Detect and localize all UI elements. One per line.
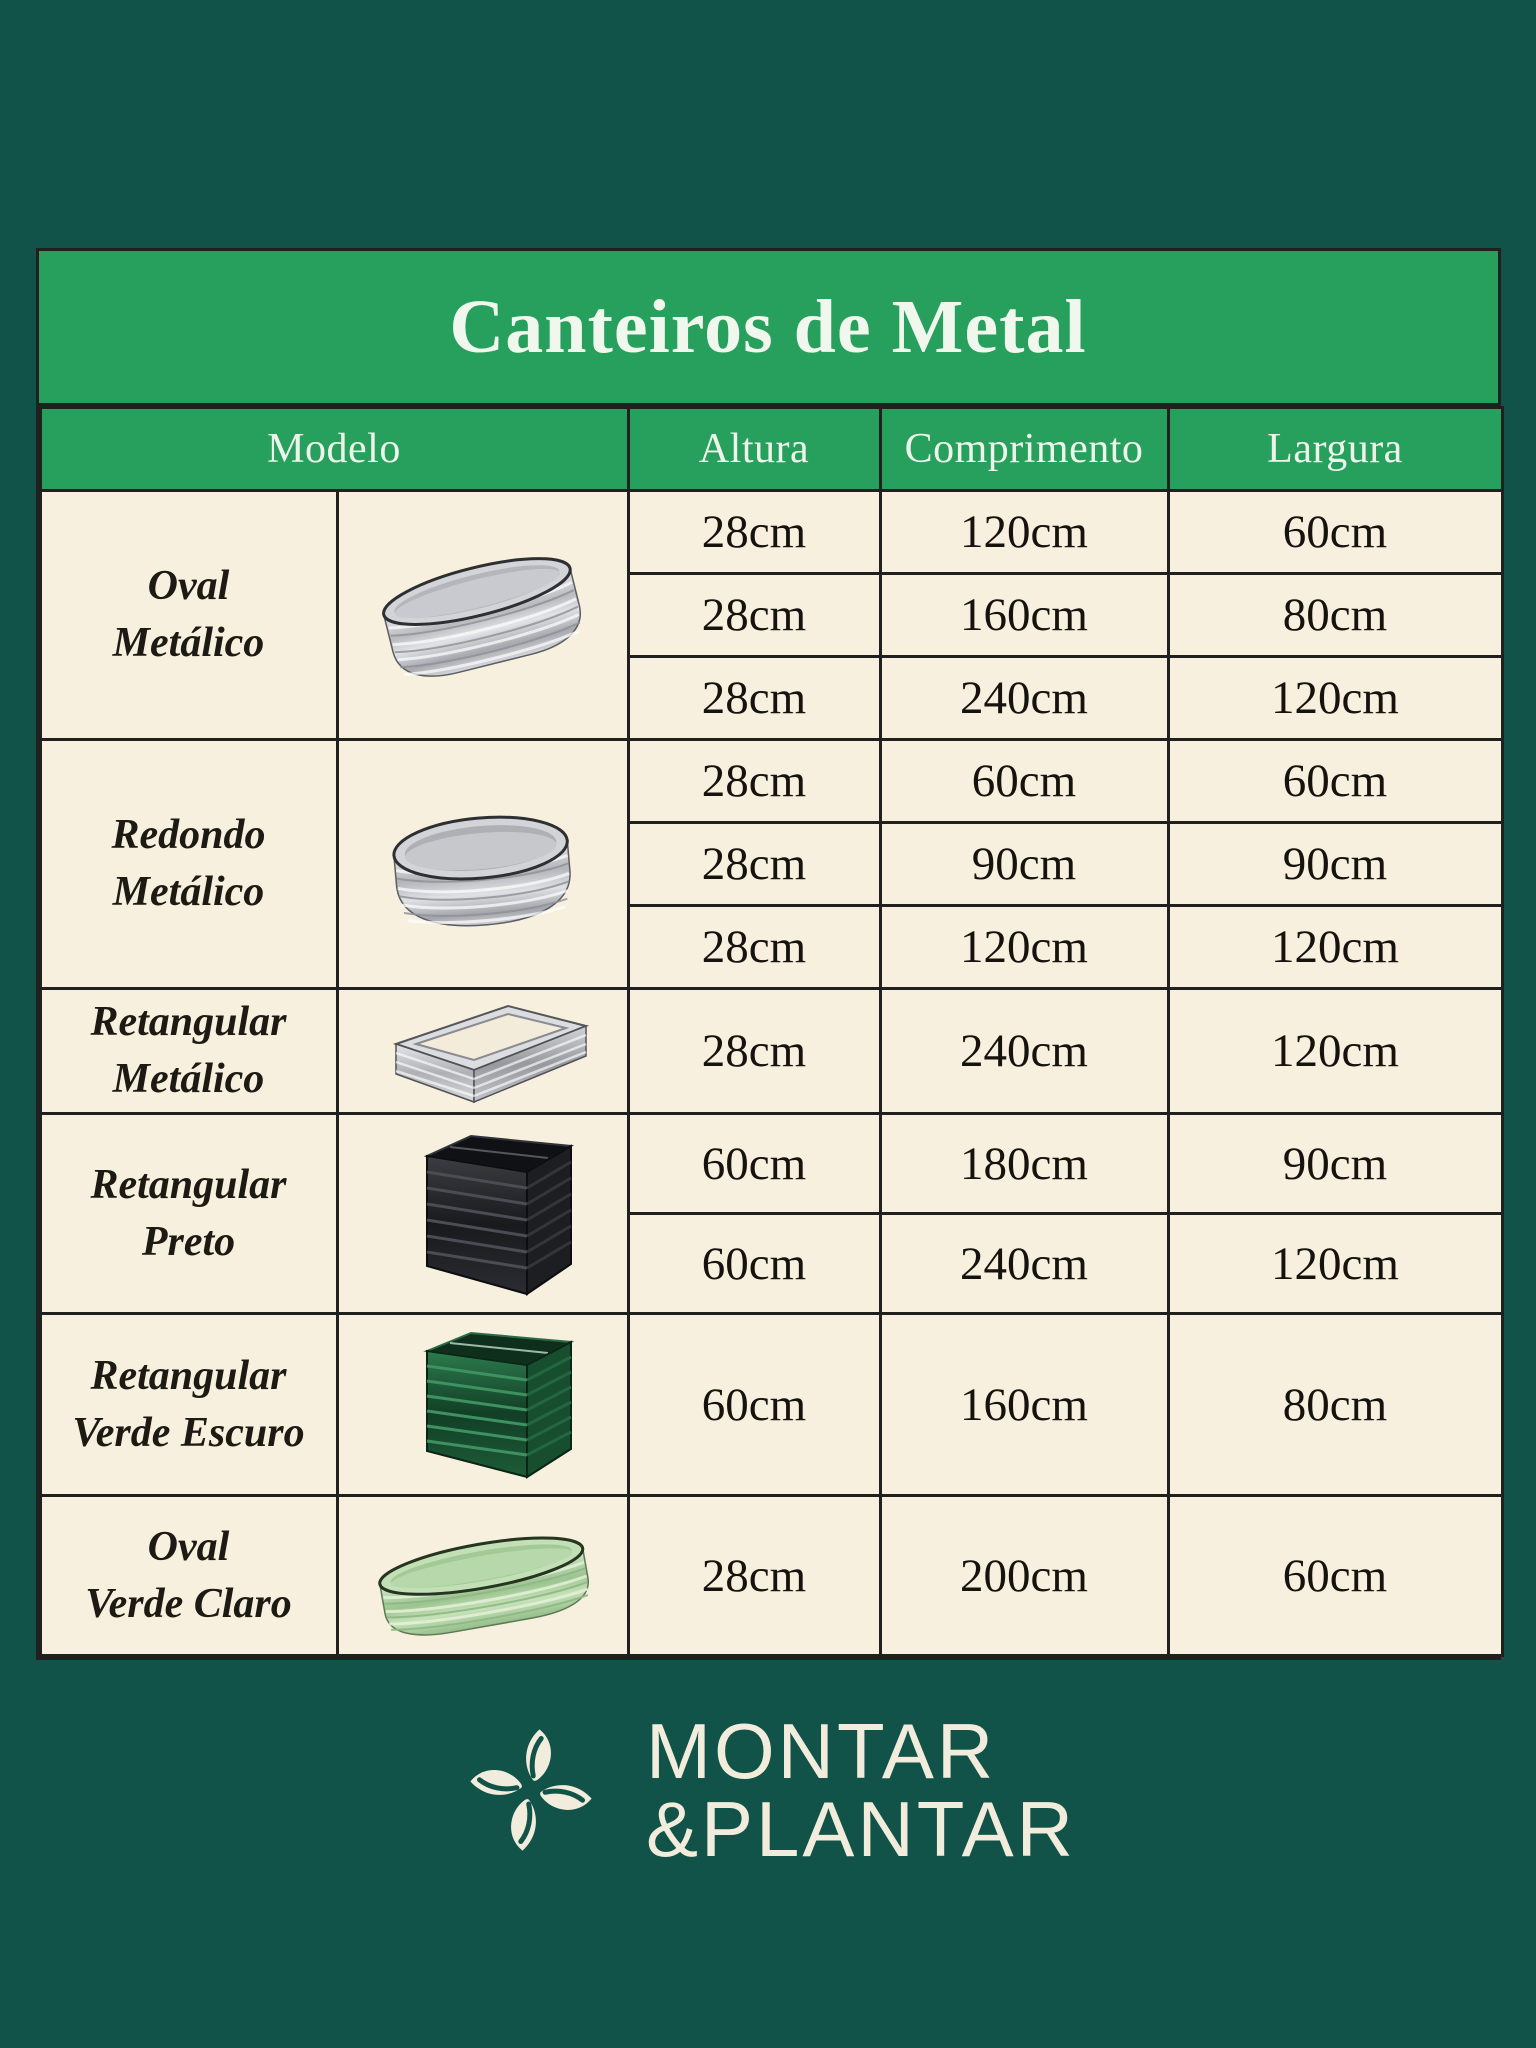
cell-largura: 120cm [1166,1212,1504,1315]
brand-line-1: MONTAR [646,1707,997,1795]
cell-altura: 28cm [626,904,882,990]
cell-comprimento: 240cm [878,655,1170,741]
cell-largura: 90cm [1166,1112,1504,1215]
cell-altura: 28cm [626,489,882,575]
cell-largura: 60cm [1166,1494,1504,1657]
col-header-modelo: Modelo [38,406,630,492]
cell-altura: 28cm [626,821,882,907]
table-row: 28cm 120cm 120cm [40,904,1504,990]
cell-largura: 120cm [1166,655,1504,741]
header-row: Modelo Altura Comprimento Largura [38,406,1504,492]
table-row: Retangular Preto [38,1112,1504,1315]
title-band: Canteiros de Metal [38,251,1498,406]
cell-comprimento: 120cm [878,904,1170,990]
round-silver-bed-illustration [392,815,571,927]
table-row: 28cm 90cm 90cm [40,821,1504,907]
cell-altura: 60cm [626,1112,882,1215]
product-name-retangular-preto: Retangular Preto [38,1112,339,1315]
product-image-retangular-preto [335,1112,630,1315]
col-header-largura: Largura [1166,406,1504,492]
table-row: 60cm 240cm 120cm [40,1212,1504,1315]
table-row: Retangular Metálico [38,987,1504,1115]
table-row: Redondo Metálico [38,738,1504,990]
cell-comprimento: 90cm [878,821,1170,907]
poster-title: Canteiros de Metal [449,284,1087,369]
cell-largura: 80cm [1166,572,1504,658]
cell-comprimento: 160cm [878,572,1170,658]
cell-largura: 120cm [1166,987,1504,1115]
oval-light-green-bed-illustration [377,1536,589,1636]
spec-board: Canteiros de Metal Modelo Altura Comprim… [35,248,1504,1660]
table-row: 28cm 240cm 120cm [40,655,1504,741]
cell-comprimento: 180cm [878,1112,1170,1215]
product-image-retangular-metalico [335,987,630,1115]
cell-comprimento: 240cm [878,1212,1170,1315]
rect-black-bed-illustration [423,1134,575,1296]
product-image-oval-verde-claro [335,1494,630,1657]
product-image-redondo-metalico [335,738,630,990]
cell-largura: 90cm [1166,821,1504,907]
rect-silver-frame-illustration [392,1004,589,1104]
col-header-altura: Altura [626,406,882,492]
cell-altura: 28cm [626,738,882,824]
cell-altura: 28cm [626,1494,882,1657]
col-header-comprimento: Comprimento [878,406,1170,492]
cell-comprimento: 240cm [878,987,1170,1115]
cell-largura: 80cm [1166,1312,1504,1497]
leaf-logo-icon [470,1729,592,1851]
cell-largura: 60cm [1166,738,1504,824]
brand-name: MONTAR &PLANTAR [646,1712,1076,1868]
table-row: Retangular Verde Escuro [38,1312,1504,1497]
cell-largura: 60cm [1166,489,1504,575]
cell-largura: 120cm [1166,904,1504,990]
brand-footer: MONTAR &PLANTAR [0,1712,1536,1868]
product-name-retangular-verde-escuro: Retangular Verde Escuro [38,1312,339,1497]
spec-table: Modelo Altura Comprimento Largura Oval M… [38,406,1504,1657]
cell-altura: 60cm [626,1212,882,1315]
product-name-oval-metalico: Oval Metálico [38,489,339,741]
oval-silver-bed-illustration [382,557,582,677]
rect-dark-green-bed-illustration [423,1331,575,1479]
product-name-retangular-metalico: Retangular Metálico [38,987,339,1115]
cell-altura: 28cm [626,572,882,658]
cell-comprimento: 120cm [878,489,1170,575]
brand-line-2: &PLANTAR [646,1785,1076,1873]
product-image-retangular-verde-escuro [335,1312,630,1497]
table-row: Oval Verde Claro [38,1494,1504,1657]
cell-comprimento: 60cm [878,738,1170,824]
product-image-oval-metalico [335,489,630,741]
table-row: Oval Metálico [38,489,1504,741]
product-name-redondo-metalico: Redondo Metálico [38,738,339,990]
cell-comprimento: 200cm [878,1494,1170,1657]
table-row: 28cm 160cm 80cm [40,572,1504,658]
cell-altura: 28cm [626,987,882,1115]
cell-comprimento: 160cm [878,1312,1170,1497]
cell-altura: 60cm [626,1312,882,1497]
product-name-oval-verde-claro: Oval Verde Claro [38,1494,339,1657]
cell-altura: 28cm [626,655,882,741]
